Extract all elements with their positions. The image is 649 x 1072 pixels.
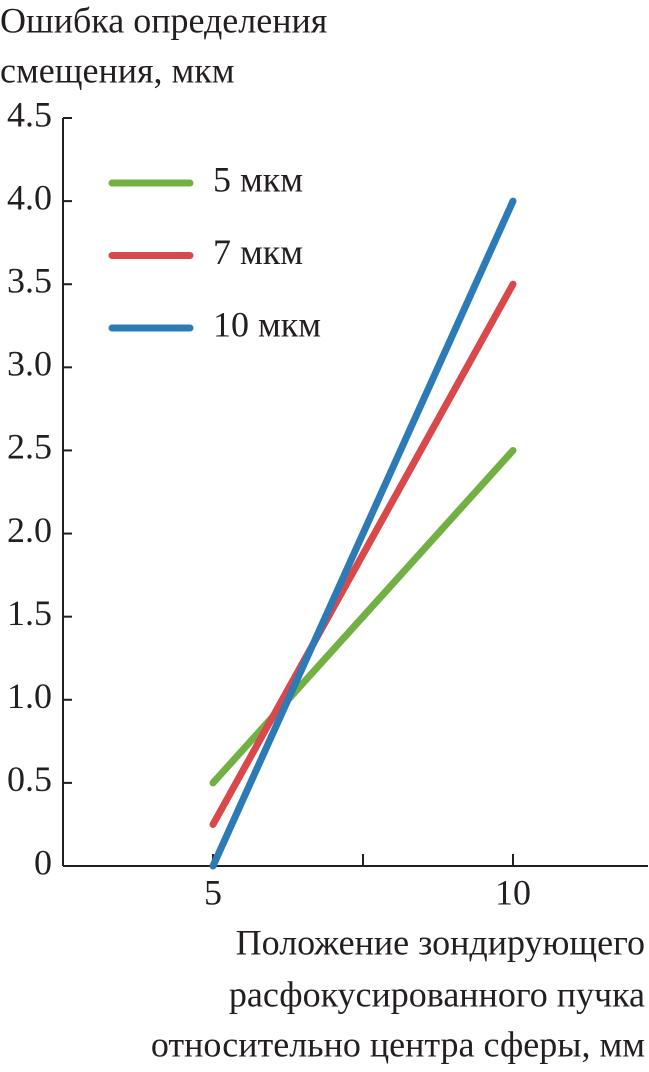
x-axis-title: расфокусированного пучка — [229, 974, 645, 1014]
y-tick-label: 2.0 — [7, 510, 52, 550]
y-tick-label: 4.5 — [7, 94, 52, 134]
y-tick-label: 3.5 — [7, 260, 52, 300]
y-tick-label: 1.5 — [7, 593, 52, 633]
data-line — [209, 446, 517, 787]
legend-label: 10 мкм — [213, 304, 321, 344]
data-line — [209, 280, 517, 828]
x-axis-title: относительно центра сферы, мм — [151, 1024, 645, 1064]
legend-label: 5 мкм — [213, 159, 303, 199]
y-tick-label: 0 — [34, 842, 52, 882]
y-axis-title: смещения, мкм — [0, 50, 235, 90]
x-axis-title: Положение зондирующего — [236, 922, 645, 962]
y-tick-label: 3.0 — [7, 344, 52, 384]
y-tick-label: 2.5 — [7, 427, 52, 467]
y-tick-label: 0.5 — [7, 759, 52, 799]
legend-label: 7 мкм — [213, 232, 303, 272]
x-tick-label: 5 — [204, 872, 222, 912]
y-tick-label: 4.0 — [7, 177, 52, 217]
y-tick-label: 1.0 — [7, 676, 52, 716]
data-line — [209, 197, 517, 870]
y-axis-title: Ошибка определения — [0, 0, 327, 40]
x-tick-label: 10 — [495, 872, 531, 912]
